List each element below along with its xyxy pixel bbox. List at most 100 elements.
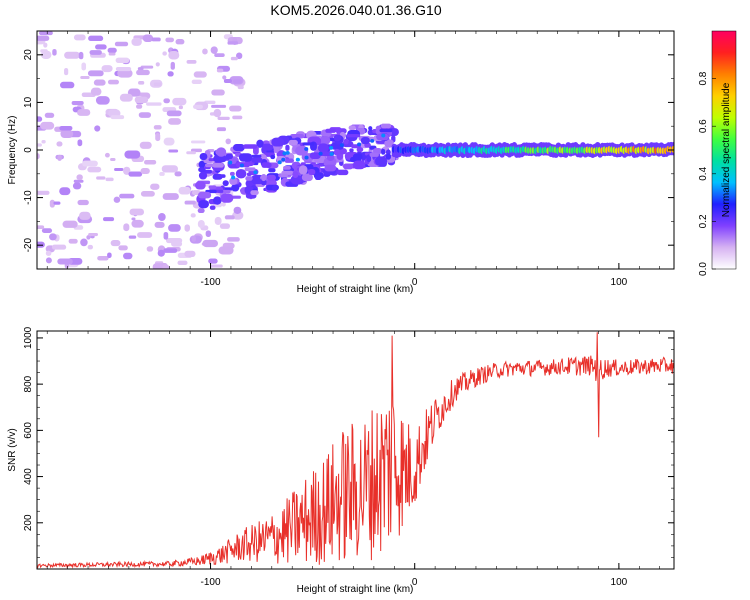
spectrogram-cell xyxy=(369,152,379,157)
spectrogram-cell xyxy=(131,217,136,221)
spectrogram-cell xyxy=(292,171,299,178)
spectrogram-cell xyxy=(329,152,334,156)
spectrogram-cell xyxy=(304,155,309,160)
spectrogram-cell xyxy=(101,65,113,73)
spectrogram-cell xyxy=(244,167,256,172)
spectrogram-cell xyxy=(343,138,349,145)
spectrogram-cell xyxy=(81,62,87,71)
spectrogram-cell xyxy=(198,191,212,199)
spectrogram-cell xyxy=(324,164,337,172)
colorbar-tick-label: 0.6 xyxy=(698,119,709,133)
spectrogram-cell xyxy=(151,37,161,42)
spectrogram-cell xyxy=(110,239,121,247)
spectrogram-x-ticks: -100 0 100 xyxy=(46,31,661,288)
spectrogram-cell xyxy=(150,183,160,190)
spectrogram-cell xyxy=(41,228,53,233)
spectrogram-cell xyxy=(277,160,282,165)
spectrogram-cell xyxy=(233,206,242,214)
spectrogram-cell xyxy=(73,179,84,183)
spectrogram-cell xyxy=(178,105,183,110)
spectrogram-cell xyxy=(79,211,91,220)
spectrogram-cell xyxy=(119,93,133,102)
spectrogram-cell xyxy=(124,150,141,159)
spectrogram-cell xyxy=(123,223,130,232)
colorbar-tick-label: 0.0 xyxy=(698,262,709,276)
spectrogram-cell xyxy=(251,157,263,163)
spectrogram-cell xyxy=(309,152,321,159)
spectrogram-cell xyxy=(239,163,244,168)
spectrogram-cell xyxy=(319,136,331,145)
spectrogram-cell xyxy=(37,153,40,160)
spectrogram-cell xyxy=(38,31,53,36)
spectrogram-cell xyxy=(107,79,119,85)
spectrogram-cell xyxy=(146,246,154,252)
spectrogram-cell xyxy=(90,87,102,96)
spectrogram-cell xyxy=(198,200,210,209)
snr-x-tick-label: 0 xyxy=(412,577,418,588)
spectrogram-cell xyxy=(168,149,179,153)
spectrogram-cell xyxy=(325,128,336,133)
spectrogram-y-axis-label: Frequency (Hz) xyxy=(7,116,18,185)
spectrogram-cell xyxy=(199,152,208,161)
spectrogram-cell xyxy=(338,148,347,155)
spectrogram-cell xyxy=(284,158,294,163)
spectrogram-cell xyxy=(53,201,61,205)
spectrogram-cell xyxy=(230,56,238,61)
spectrogram-cell xyxy=(216,174,226,178)
snr-y-tick-label: 400 xyxy=(23,468,34,485)
spectrogram-cell xyxy=(153,125,162,130)
spectrogram-cell xyxy=(49,233,57,241)
spectrogram-cell xyxy=(49,199,55,208)
spectrogram-cell xyxy=(172,97,187,106)
spectrogram-x-tick-label: -100 xyxy=(201,277,221,288)
spectrogram-cell xyxy=(214,53,225,58)
spectrogram-cell xyxy=(37,116,43,122)
spectrogram-cell xyxy=(231,184,240,192)
spectrogram-cell xyxy=(261,173,267,182)
spectrogram-cell xyxy=(379,128,393,133)
spectrogram-cell xyxy=(370,139,375,143)
spectrogram-cell xyxy=(95,96,110,105)
spectrogram-cell xyxy=(184,224,190,232)
spectrogram-cell xyxy=(140,65,154,69)
spectrogram-cell xyxy=(227,237,240,242)
spectrogram-cell xyxy=(51,244,67,250)
spectrogram-cell xyxy=(163,231,169,240)
snr-series-line xyxy=(37,332,674,569)
spectrogram-cell xyxy=(221,202,226,207)
spectrogram-y-tick-label: -20 xyxy=(23,238,34,253)
spectrogram-cell xyxy=(44,112,55,118)
spectrogram-cell xyxy=(159,172,165,176)
spectrogram-cell xyxy=(154,221,165,228)
spectrogram-cell xyxy=(231,175,236,180)
spectrogram-cell xyxy=(137,232,153,238)
spectrogram-cell xyxy=(375,156,388,166)
spectrogram-cell xyxy=(129,208,145,216)
spectrogram-cell xyxy=(139,141,152,149)
spectrogram-cell xyxy=(102,217,115,222)
spectrogram-cell xyxy=(357,142,362,147)
spectrogram-cell xyxy=(280,173,288,178)
spectrogram-cell xyxy=(245,176,253,181)
spectrogram-cell xyxy=(213,155,227,163)
spectrogram-cell xyxy=(202,48,208,55)
spectrogram-cell xyxy=(52,49,57,56)
spectrogram-y-tick-label: 20 xyxy=(23,49,34,61)
spectrogram-cell xyxy=(219,223,231,229)
spectrogram-cell xyxy=(115,66,132,72)
spectrogram-cell xyxy=(131,219,144,228)
spectrogram-cell xyxy=(232,211,244,220)
spectrogram-cell xyxy=(184,200,196,205)
spectrogram-cell xyxy=(190,140,206,144)
spectrogram-cell xyxy=(317,143,329,153)
spectrogram-cell xyxy=(366,154,372,163)
spectrogram-cell xyxy=(285,144,290,151)
snr-y-ticks: 200 400 600 800 1000 xyxy=(23,326,674,570)
spectrogram-cell xyxy=(285,150,290,155)
colorbar: 0.0 0.2 0.4 0.6 0.8 Normalized spectral ampl… xyxy=(698,30,737,276)
spectrogram-cell xyxy=(195,181,206,190)
spectrogram-x-tick-label: 0 xyxy=(412,277,418,288)
spectrogram-cell xyxy=(213,108,222,118)
snr-y-tick-label: 200 xyxy=(23,514,34,531)
spectrogram-cell xyxy=(89,50,102,55)
